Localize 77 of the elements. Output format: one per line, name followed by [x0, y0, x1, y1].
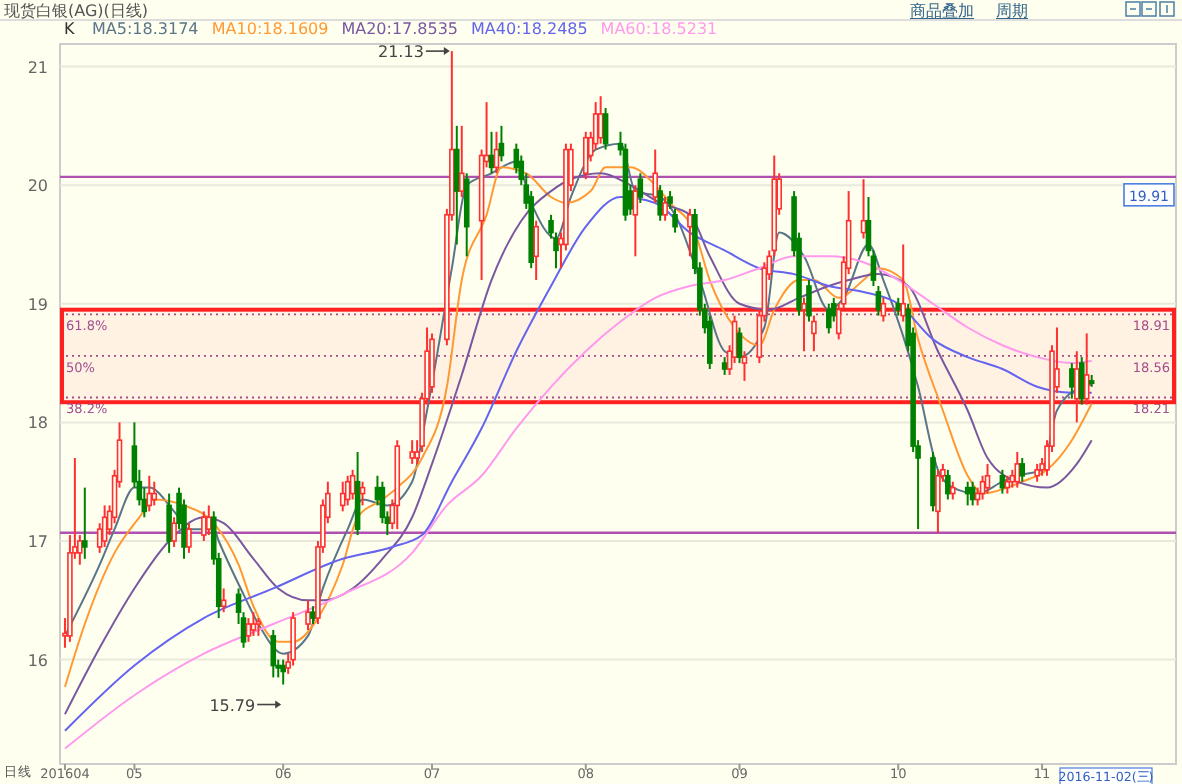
candlestick [969, 480, 976, 507]
candlestick [652, 148, 658, 204]
candlestick [582, 130, 589, 181]
annotation: 15.79 [209, 696, 256, 715]
candlestick [458, 124, 465, 199]
text: MA10:18.1609 [211, 20, 329, 38]
text: MA20:17.8535 [341, 20, 459, 38]
candlestick [1019, 456, 1026, 483]
text: K [64, 20, 76, 38]
candlestick [82, 486, 88, 560]
candlestick [186, 522, 192, 554]
candlestick [984, 462, 991, 495]
candlestick [672, 207, 678, 234]
candlestick [632, 184, 639, 258]
y-tick-label: 17 [27, 533, 48, 551]
candlestick [1083, 332, 1090, 406]
candlestick [344, 474, 351, 507]
annotation: 21.13 [378, 43, 424, 62]
text: MA60:18.5231 [600, 20, 718, 38]
candlestick [736, 326, 743, 365]
candlestick [250, 611, 257, 637]
candlestick [945, 468, 951, 501]
candlestick [463, 172, 470, 258]
candlestick [860, 178, 867, 240]
candlestick [1069, 362, 1075, 400]
candlestick [201, 510, 207, 542]
candlestick [339, 480, 346, 513]
candlestick [146, 474, 153, 513]
candlestick [533, 219, 539, 282]
candlestick [637, 172, 644, 204]
candlestick [290, 611, 296, 667]
candlestick [930, 451, 936, 513]
y-tick-label: 19 [27, 295, 48, 314]
candlestick [101, 504, 108, 548]
candlestick [270, 628, 277, 679]
candlestick [806, 279, 812, 323]
candlestick [151, 480, 158, 507]
candlestick [280, 658, 286, 686]
candlestick [801, 296, 807, 353]
candlestick [206, 504, 212, 537]
candlestick [602, 107, 609, 151]
candlestick [245, 617, 252, 643]
candlestick [880, 296, 887, 323]
candlestick [964, 480, 971, 507]
candlestick [1074, 350, 1080, 424]
candlestick [166, 492, 172, 554]
candlestick [741, 350, 748, 382]
candlestick [687, 207, 693, 258]
candlestick [811, 314, 817, 353]
candlestick [354, 451, 361, 537]
candlestick [305, 599, 311, 631]
candlestick [493, 130, 500, 175]
candlestick [657, 184, 663, 222]
candlestick [454, 124, 460, 246]
candlestick [349, 468, 356, 501]
candlestick [1014, 451, 1021, 489]
candlestick [359, 480, 366, 507]
text: MA5:18.3174 [92, 20, 199, 38]
chart-title: 现货白银(AG)(日线) [4, 2, 149, 20]
candlestick [900, 243, 906, 323]
candlestick [999, 468, 1006, 495]
candlestick [597, 95, 604, 145]
candlestick [488, 130, 495, 175]
candlestick [662, 196, 668, 222]
y-tick-label: 18 [27, 414, 48, 433]
text: MA40:18.2485 [471, 20, 588, 38]
candlestick [409, 439, 415, 465]
y-tick-label: 16 [27, 651, 48, 670]
candlestick [1078, 356, 1085, 406]
candlestick [220, 587, 227, 614]
candlestick [875, 284, 882, 317]
candlestick [498, 124, 505, 163]
y-tick-label: 20 [27, 177, 48, 196]
candlestick [935, 468, 941, 534]
candlestick [171, 516, 177, 548]
candlestick [826, 302, 832, 335]
y-tick-label: 21 [27, 58, 48, 77]
